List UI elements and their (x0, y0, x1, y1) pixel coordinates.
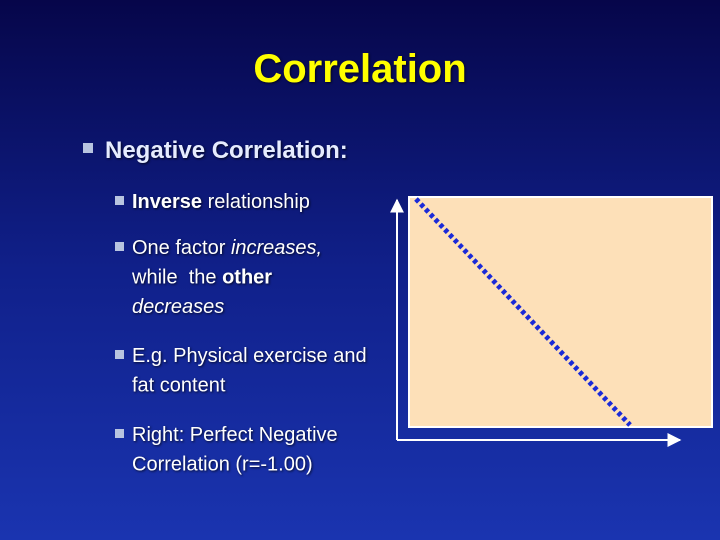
text-run: E.g. Physical exercise and (132, 345, 367, 367)
plot-area (408, 196, 713, 428)
bullet (115, 196, 124, 205)
heading: Negative Correlation: (105, 137, 348, 164)
text-run: One factor (132, 237, 231, 259)
bullet-text: fat content (132, 375, 226, 397)
bullet-text: Right: Perfect Negative (132, 424, 338, 446)
text-run: decreases (132, 296, 224, 318)
text-run: increases, (231, 237, 322, 259)
bullet (83, 143, 93, 153)
text-run: Right: Perfect Negative (132, 424, 338, 446)
bullet-text: One factor increases, (132, 237, 322, 259)
regression-line (414, 197, 632, 427)
bullet-text: Inverse relationship (132, 191, 310, 213)
text-run: relationship (202, 191, 310, 213)
text-run: Inverse (132, 191, 202, 213)
bullet (115, 429, 124, 438)
correlation-graph (390, 196, 713, 447)
text-run: Correlation (r=-1.00) (132, 454, 313, 476)
slide-title: Correlation (253, 47, 466, 91)
bullet-text: E.g. Physical exercise and (132, 345, 367, 367)
bullet-text: Correlation (r=-1.00) (132, 454, 313, 476)
bullet (115, 350, 124, 359)
bullet-list: Inverse relationship One factor increases… (115, 191, 367, 476)
text-run: other (222, 267, 272, 289)
bullet-text: decreases (132, 296, 224, 318)
text-run: while the (131, 267, 222, 289)
bullet-text: while the other (131, 267, 272, 289)
bullet (115, 242, 124, 251)
text-run: fat content (132, 375, 226, 397)
